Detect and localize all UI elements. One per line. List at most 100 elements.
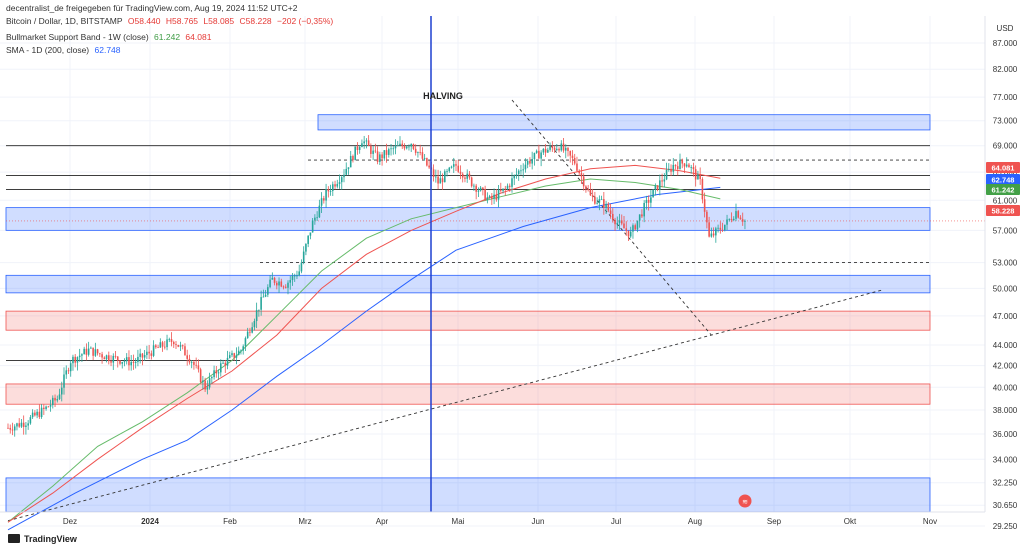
candle-body[interactable] (596, 202, 598, 204)
candle-body[interactable] (627, 230, 630, 237)
candle-body[interactable] (13, 426, 16, 431)
candle-body[interactable] (211, 377, 213, 379)
candle-body[interactable] (226, 357, 229, 366)
candle-body[interactable] (45, 406, 47, 409)
support-zone[interactable] (5, 274, 931, 294)
candle-body[interactable] (697, 174, 699, 180)
candle-body[interactable] (25, 425, 27, 427)
indicator-name[interactable]: SMA - 1D (200, close) (6, 45, 90, 55)
candle-body[interactable] (63, 374, 65, 388)
candle-body[interactable] (181, 345, 184, 347)
candle-body[interactable] (612, 213, 614, 220)
candle-body[interactable] (663, 179, 666, 182)
candle-body[interactable] (9, 427, 12, 430)
candle-body[interactable] (370, 145, 372, 154)
candle-body[interactable] (293, 275, 296, 277)
candle-body[interactable] (108, 355, 110, 362)
candle-body[interactable] (694, 169, 697, 180)
candle-body[interactable] (600, 199, 603, 200)
candle-body[interactable] (139, 353, 141, 357)
candle-body[interactable] (217, 372, 220, 374)
candle-body[interactable] (22, 422, 25, 427)
candle-body[interactable] (78, 355, 81, 358)
candle-body[interactable] (36, 411, 38, 416)
right-axis-bg[interactable] (985, 16, 1024, 512)
candle-body[interactable] (110, 361, 112, 363)
candle-body[interactable] (531, 159, 533, 164)
candle-body[interactable] (199, 369, 202, 383)
candle-body[interactable] (672, 164, 675, 172)
candle-body[interactable] (699, 174, 701, 180)
candle-body[interactable] (363, 141, 365, 144)
candle-body[interactable] (435, 176, 437, 178)
band-lower-price-label[interactable]: 61.242 (986, 184, 1020, 195)
candle-body[interactable] (643, 202, 645, 217)
candle-body[interactable] (468, 173, 471, 178)
candle-body[interactable] (607, 203, 610, 211)
candle-body[interactable] (629, 231, 632, 237)
candle-body[interactable] (679, 159, 681, 170)
candle-body[interactable] (441, 178, 444, 183)
candle-body[interactable] (242, 346, 244, 351)
candle-body[interactable] (166, 339, 168, 348)
candle-body[interactable] (273, 277, 276, 283)
candle-body[interactable] (343, 174, 345, 178)
candle-body[interactable] (354, 146, 356, 161)
candle-body[interactable] (143, 355, 146, 358)
candle-body[interactable] (276, 282, 278, 286)
candle-body[interactable] (146, 351, 148, 356)
candle-body[interactable] (423, 158, 426, 159)
candle-body[interactable] (567, 147, 569, 151)
candle-body[interactable] (130, 362, 132, 366)
candle-body[interactable] (40, 407, 43, 418)
candle-body[interactable] (544, 148, 547, 153)
candle-body[interactable] (114, 355, 117, 357)
candle-body[interactable] (383, 150, 386, 159)
candle-body[interactable] (674, 164, 677, 167)
candle-body[interactable] (175, 344, 177, 345)
candle-body[interactable] (258, 309, 260, 311)
candle-body[interactable] (712, 233, 715, 236)
candle-body[interactable] (27, 423, 29, 426)
candle-body[interactable] (302, 251, 305, 263)
candle-body[interactable] (614, 219, 616, 225)
candle-body[interactable] (237, 350, 240, 356)
candle-body[interactable] (213, 370, 215, 378)
candle-body[interactable] (316, 217, 318, 219)
candle-body[interactable] (421, 152, 424, 159)
candle-body[interactable] (132, 362, 135, 363)
candle-body[interactable] (495, 194, 498, 200)
candle-body[interactable] (329, 190, 332, 192)
candle-body[interactable] (90, 347, 92, 349)
candle-body[interactable] (11, 429, 14, 431)
candle-body[interactable] (737, 211, 740, 218)
candle-body[interactable] (280, 281, 283, 287)
candle-body[interactable] (710, 233, 713, 237)
candle-body[interactable] (526, 160, 529, 165)
candle-body[interactable] (670, 168, 672, 172)
candle-body[interactable] (7, 427, 9, 429)
candle-body[interactable] (298, 271, 300, 276)
candle-body[interactable] (38, 411, 41, 418)
candle-body[interactable] (332, 184, 334, 191)
candle-body[interactable] (305, 243, 307, 252)
candle-body[interactable] (249, 331, 251, 333)
candle-body[interactable] (119, 360, 121, 364)
candle-body[interactable] (598, 199, 601, 203)
candle-body[interactable] (659, 180, 661, 190)
candle-body[interactable] (381, 154, 383, 159)
candle-body[interactable] (466, 173, 468, 179)
candle-body[interactable] (325, 189, 327, 201)
candle-body[interactable] (529, 160, 531, 164)
candle-body[interactable] (184, 346, 186, 356)
candle-body[interactable] (730, 218, 733, 221)
candle-body[interactable] (365, 140, 368, 142)
candle-body[interactable] (376, 151, 379, 162)
candle-body[interactable] (31, 412, 34, 418)
candle-body[interactable] (81, 354, 83, 356)
support-zone[interactable] (317, 114, 931, 131)
candle-body[interactable] (482, 187, 484, 189)
candle-body[interactable] (410, 144, 412, 147)
candle-body[interactable] (228, 355, 231, 358)
candle-body[interactable] (233, 353, 236, 358)
